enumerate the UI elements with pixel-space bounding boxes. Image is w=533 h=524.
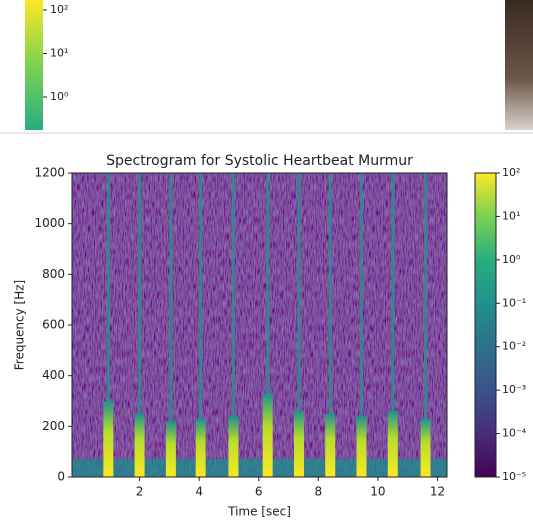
x-tick-label: 6 xyxy=(255,485,263,499)
beat-line xyxy=(231,173,235,477)
beat-line xyxy=(199,173,203,477)
beat-burst xyxy=(103,401,114,477)
colorbar-tick-label: 10⁻³ xyxy=(502,383,526,396)
cropped-photo xyxy=(505,0,533,130)
beat-burst xyxy=(165,421,176,477)
x-tick-label: 4 xyxy=(195,485,203,499)
low-band xyxy=(72,459,447,477)
x-tick-label: 12 xyxy=(430,485,445,499)
beat-burst xyxy=(195,418,206,477)
x-tick-label: 2 xyxy=(136,485,144,499)
beat-burst xyxy=(228,416,239,477)
colorbar-tick-label: 10⁻¹ xyxy=(502,296,526,309)
beat-burst xyxy=(134,413,145,477)
colorbar xyxy=(474,172,497,478)
colorbar-tick-label: 10⁻⁴ xyxy=(502,427,527,440)
colorbar-tick-label: 10⁰ xyxy=(50,90,69,103)
beat-line xyxy=(106,173,110,477)
beat-burst xyxy=(387,411,398,477)
beat-line xyxy=(297,173,301,477)
spectrogram xyxy=(72,173,447,477)
beat-line xyxy=(391,173,395,477)
colorbar-tick-label: 10⁻² xyxy=(502,340,526,353)
y-tick-label: 1200 xyxy=(34,166,65,180)
chart-title: Spectrogram for Systolic Heartbeat Murmu… xyxy=(106,153,413,169)
colorbar-tick-label: 10¹ xyxy=(502,209,520,222)
noise xyxy=(72,173,447,477)
y-tick-label: 1000 xyxy=(34,216,65,230)
beat-line xyxy=(169,173,173,477)
beat-line xyxy=(138,173,142,477)
beat-burst xyxy=(325,413,336,477)
x-axis-label: Time [sec] xyxy=(227,505,291,519)
y-axis-label: Frequency [Hz] xyxy=(13,280,27,371)
y-tick-label: 800 xyxy=(42,267,65,281)
colorbar-tick-label: 10⁰ xyxy=(502,253,521,266)
cropped-colorbar xyxy=(25,0,43,130)
y-tick-label: 200 xyxy=(42,419,65,433)
beat-burst xyxy=(262,393,273,477)
y-tick-label: 400 xyxy=(42,368,65,382)
y-tick-label: 0 xyxy=(57,470,65,484)
colorbar-tick-label: 10² xyxy=(50,3,68,16)
beat-burst xyxy=(293,411,304,477)
x-tick-label: 8 xyxy=(315,485,323,499)
colorbar-tick-label: 10¹ xyxy=(50,47,68,60)
colorbar-tick-label: 10² xyxy=(502,166,520,179)
colorbar-tick-label: 10⁻⁵ xyxy=(502,470,526,483)
y-tick-label: 600 xyxy=(42,318,65,332)
beat-burst xyxy=(356,416,367,477)
beat-line xyxy=(424,173,428,477)
x-tick-label: 10 xyxy=(370,485,385,499)
beat-line xyxy=(360,173,364,477)
beat-burst xyxy=(420,418,431,477)
beat-line xyxy=(328,173,332,477)
beat-line xyxy=(266,173,270,477)
